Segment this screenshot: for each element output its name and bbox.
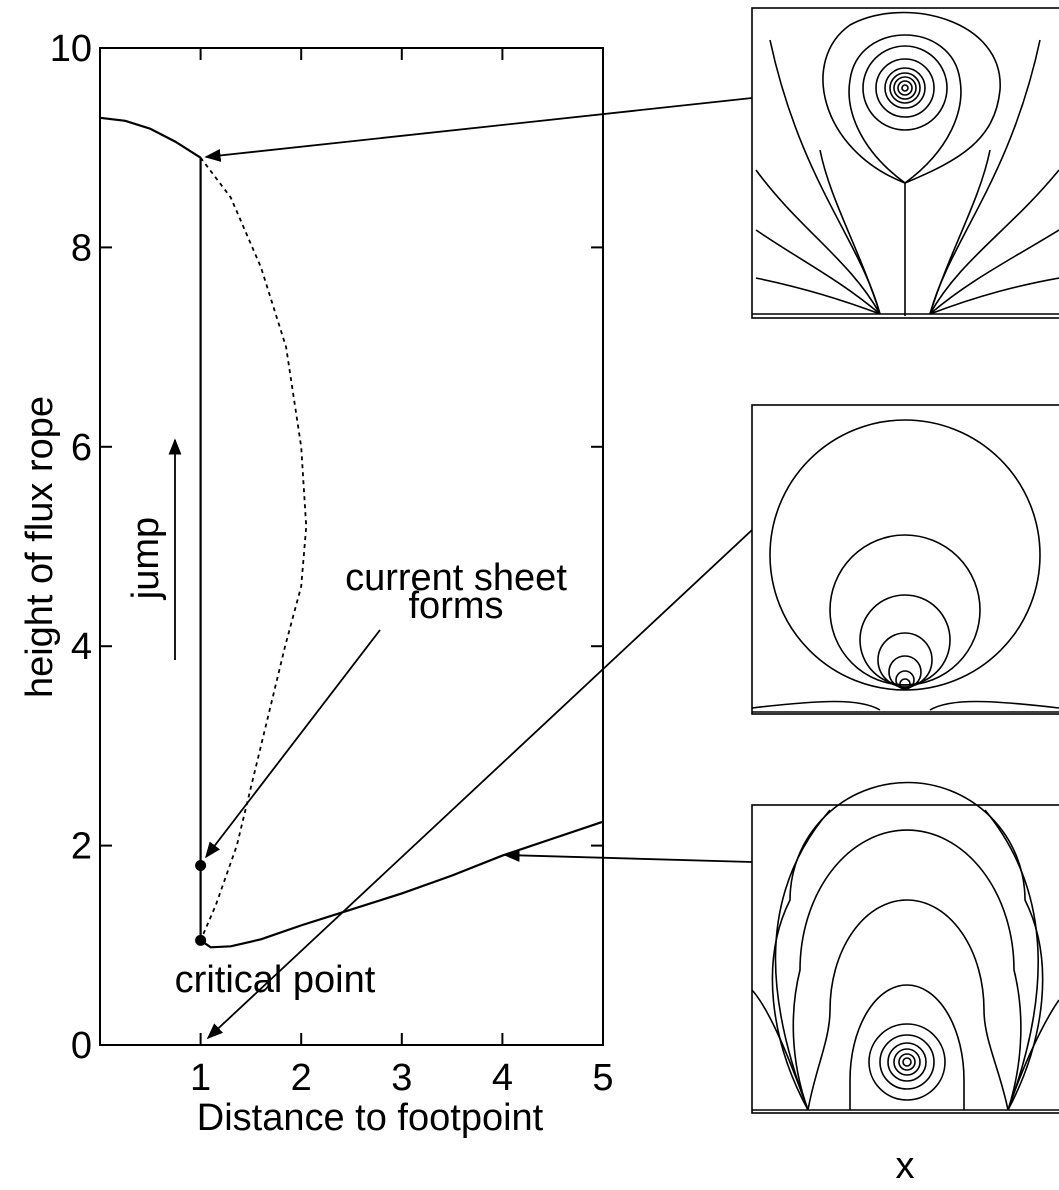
y-tick-label: 2 xyxy=(71,826,92,868)
y-tick-label: 0 xyxy=(71,1025,92,1067)
y-axis-label: height of flux rope xyxy=(19,396,61,698)
curve xyxy=(99,116,202,159)
y-tick-label: 8 xyxy=(71,227,92,269)
curve xyxy=(199,820,604,949)
y-tick-label: 6 xyxy=(71,427,92,469)
panel-top xyxy=(751,7,1059,319)
x-tick-label: 5 xyxy=(592,1057,613,1099)
annotation: forms xyxy=(409,585,504,627)
annotation: critical point xyxy=(175,959,376,1001)
annotation: current sheet xyxy=(345,557,567,599)
x-tick-label: 3 xyxy=(391,1057,412,1099)
annotation: jump xyxy=(125,517,167,600)
panel-bottom xyxy=(751,781,1059,1114)
x-tick-label: 2 xyxy=(291,1057,312,1099)
point xyxy=(195,860,207,872)
annotation: x xyxy=(896,1145,915,1187)
pointer-arrows xyxy=(168,97,753,1040)
y-tick-label: 10 xyxy=(50,28,92,70)
x-tick-label: 1 xyxy=(190,1057,211,1099)
curve xyxy=(199,157,308,941)
x-tick-label: 4 xyxy=(492,1057,513,1099)
panel-middle xyxy=(751,404,1059,715)
x-axis-label: Distance to footpoint xyxy=(197,1097,544,1139)
plot-frame xyxy=(99,47,604,1046)
y-tick-label: 4 xyxy=(71,626,92,668)
point xyxy=(195,934,207,946)
